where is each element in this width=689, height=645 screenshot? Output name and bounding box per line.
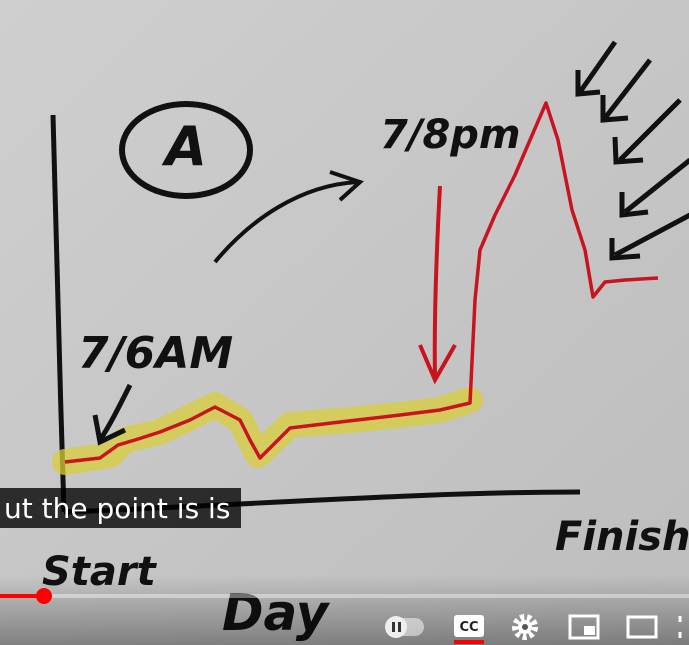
red-line — [64, 101, 659, 464]
cc-button[interactable] — [454, 615, 484, 637]
caption: ut the point is is — [4, 492, 230, 525]
toggle-knob — [385, 616, 407, 638]
progress-played — [0, 594, 44, 598]
pause-icon — [398, 622, 401, 632]
theater-button[interactable] — [626, 615, 658, 639]
evening-note: 7/8pm — [380, 112, 521, 158]
settings-button[interactable] — [512, 614, 538, 640]
circle — [119, 101, 253, 199]
cc-label: CC — [459, 620, 478, 635]
miniplayer-inner — [584, 626, 595, 635]
controls-shade — [0, 575, 689, 645]
miniplayer-button[interactable] — [568, 614, 600, 640]
pause-icon — [392, 622, 395, 632]
gear — [512, 614, 538, 640]
arrow — [92, 383, 133, 446]
caption-box — [0, 488, 241, 528]
morning-note: 7/6AM — [78, 328, 233, 379]
progress-track[interactable] — [0, 594, 689, 598]
scrubber[interactable] — [36, 588, 52, 604]
circle-label: A — [161, 115, 207, 178]
cc-active — [454, 640, 484, 644]
x-end: Finish — [555, 514, 689, 560]
arrows — [575, 40, 689, 261]
gear-hole — [522, 624, 528, 630]
arrow — [213, 170, 364, 264]
red-arrow — [418, 185, 457, 385]
